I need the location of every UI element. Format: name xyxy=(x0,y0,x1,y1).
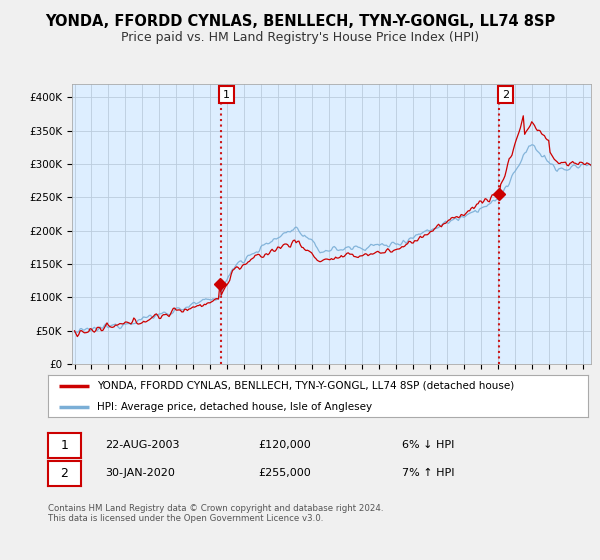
Text: YONDA, FFORDD CYNLAS, BENLLECH, TYN-Y-GONGL, LL74 8SP (detached house): YONDA, FFORDD CYNLAS, BENLLECH, TYN-Y-GO… xyxy=(97,381,514,391)
Text: Price paid vs. HM Land Registry's House Price Index (HPI): Price paid vs. HM Land Registry's House … xyxy=(121,31,479,44)
Text: 22-AUG-2003: 22-AUG-2003 xyxy=(105,440,179,450)
Text: 1: 1 xyxy=(223,90,230,100)
Text: £255,000: £255,000 xyxy=(258,468,311,478)
Text: 30-JAN-2020: 30-JAN-2020 xyxy=(105,468,175,478)
Text: YONDA, FFORDD CYNLAS, BENLLECH, TYN-Y-GONGL, LL74 8SP: YONDA, FFORDD CYNLAS, BENLLECH, TYN-Y-GO… xyxy=(45,14,555,29)
Text: 7% ↑ HPI: 7% ↑ HPI xyxy=(402,468,455,478)
Text: £120,000: £120,000 xyxy=(258,440,311,450)
Text: HPI: Average price, detached house, Isle of Anglesey: HPI: Average price, detached house, Isle… xyxy=(97,402,372,412)
Text: 6% ↓ HPI: 6% ↓ HPI xyxy=(402,440,454,450)
Text: 1: 1 xyxy=(61,438,68,452)
Text: 2: 2 xyxy=(502,90,509,100)
Text: Contains HM Land Registry data © Crown copyright and database right 2024.
This d: Contains HM Land Registry data © Crown c… xyxy=(48,504,383,524)
Text: 2: 2 xyxy=(61,466,68,480)
